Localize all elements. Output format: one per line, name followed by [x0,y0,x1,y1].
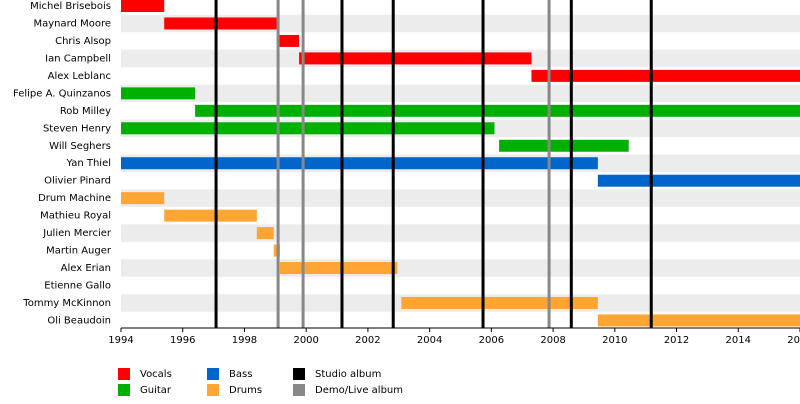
legend-label: Studio album [315,369,381,380]
row-stripe [121,84,800,103]
member-bar [121,192,165,205]
member-bar [276,34,300,47]
member-label: Etienne Gallo [44,281,111,292]
member-bar [299,52,532,65]
member-label: Felipe A. Quinzanos [13,88,111,99]
member-label: Martin Auger [46,246,112,257]
member-bar [164,209,257,222]
member-label: Julien Mercier [42,228,112,239]
legend-swatch [293,384,305,396]
x-tick-label: 2012 [664,335,689,346]
legend-label: Demo/Live album [315,385,403,396]
member-bar [279,262,398,275]
member-bar [256,227,274,240]
legend-swatch [118,368,130,380]
row-stripe [121,189,800,207]
member-label: Drum Machine [38,193,111,204]
member-bar [121,122,495,135]
legend-label: Drums [229,385,262,396]
member-bar [401,296,598,309]
x-tick-label: 2010 [602,335,627,346]
member-bar [597,314,800,327]
member-label: Rob Milley [60,106,111,117]
member-label: Oli Beaudoin [47,315,111,326]
member-label: Will Seghers [49,141,111,152]
member-label: Ian Campbell [45,53,111,64]
member-label: Olivier Pinard [44,176,111,187]
member-bar [121,87,196,100]
x-tick-label: 2000 [293,335,318,346]
member-bar [195,104,800,117]
x-tick-label: 1996 [170,335,195,346]
legend-swatch [207,368,219,380]
member-label: Alex Erian [61,263,111,274]
member-label: Michel Brisebois [30,1,111,12]
member-bar [121,0,165,12]
x-tick-label: 2016 [787,335,800,346]
legend-label: Bass [229,369,252,380]
member-bar [531,69,800,82]
member-label: Chris Alsop [55,36,111,47]
x-tick-label: 2006 [479,335,504,346]
x-tick-label: 2014 [726,335,751,346]
member-label: Tommy McKinnon [22,298,111,309]
row-stripe [121,14,800,33]
x-tick-label: 1994 [108,335,133,346]
member-bar [164,17,277,30]
member-bar [121,157,598,170]
member-bar [499,139,629,152]
member-label: Alex Leblanc [48,71,111,82]
member-label: Steven Henry [43,123,111,134]
legend-label: Vocals [140,369,172,380]
member-bar [597,174,800,187]
legend-swatch [118,384,130,396]
legend-swatch [293,368,305,380]
legend-label: Guitar [140,385,172,396]
row-stripe [121,259,800,277]
row-stripe [121,224,800,242]
member-label: Mathieu Royal [40,211,111,222]
x-tick-label: 1998 [232,335,257,346]
member-label: Yan Thiel [65,158,111,169]
x-tick-label: 2008 [540,335,565,346]
x-tick-label: 2004 [417,335,442,346]
legend-swatch [207,384,219,396]
x-tick-label: 2002 [355,335,380,346]
member-label: Maynard Moore [33,18,111,29]
